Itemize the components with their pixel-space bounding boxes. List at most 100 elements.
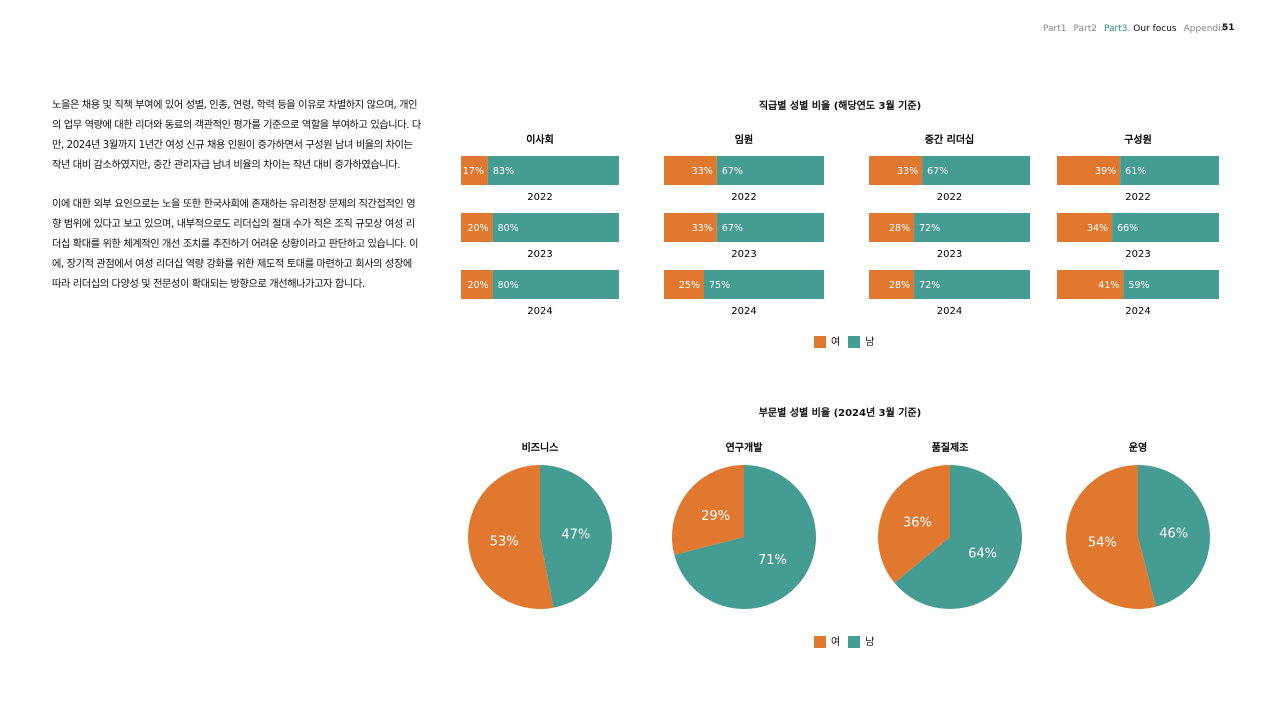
section-nav: Part1 Part2 Part3. Our focus Appendix xyxy=(1043,24,1226,34)
year-label: 2022 xyxy=(937,192,962,203)
nav-appendix[interactable]: Appendix xyxy=(1183,24,1226,34)
pie-slice-male xyxy=(540,465,612,608)
bar-male xyxy=(914,213,1030,242)
bar-label-female: 28% xyxy=(889,223,910,234)
bar-female xyxy=(664,156,717,185)
legend-swatch xyxy=(814,636,826,648)
pie-chart-title: 부문별 성별 비율 (2024년 3월 기준) xyxy=(758,408,922,419)
nav-part2[interactable]: Part2 xyxy=(1073,24,1098,34)
legend-swatch xyxy=(848,336,861,348)
bar-label-female: 39% xyxy=(1095,166,1116,177)
year-label: 2022 xyxy=(1125,192,1150,203)
pie-label-female: 54% xyxy=(1088,536,1117,551)
year-label: 2023 xyxy=(731,249,756,260)
bar-female xyxy=(461,156,488,185)
legend-swatch xyxy=(848,636,861,648)
bar-female xyxy=(869,270,915,299)
bar-label-male: 72% xyxy=(919,280,940,291)
pie-title: 운영 xyxy=(1129,441,1147,454)
bar-label-male: 59% xyxy=(1128,280,1149,291)
legend-label: 남 xyxy=(865,337,875,348)
bar-label-male: 75% xyxy=(709,280,730,291)
bar-female xyxy=(461,213,493,242)
legend-label: 남 xyxy=(865,637,875,648)
bar-label-female: 41% xyxy=(1098,280,1119,291)
pie-label-female: 36% xyxy=(903,516,932,531)
pie-slice-female xyxy=(672,465,744,555)
pie-slice-male xyxy=(894,465,1023,609)
bar-label-female: 20% xyxy=(467,280,488,291)
pie-slice-male xyxy=(1138,465,1210,607)
bar-female xyxy=(869,156,923,185)
bar-label-male: 61% xyxy=(1125,166,1146,177)
bar-label-female: 33% xyxy=(692,223,713,234)
bar-female xyxy=(869,213,915,242)
bar-male xyxy=(492,213,619,242)
bar-male xyxy=(716,213,824,242)
bar-male xyxy=(704,270,824,299)
bar-label-female: 20% xyxy=(467,223,488,234)
year-label: 2022 xyxy=(731,192,756,203)
bar-label-male: 67% xyxy=(722,223,743,234)
bar-male xyxy=(716,156,824,185)
legend-label: 여 xyxy=(831,637,841,648)
bar-male xyxy=(1112,213,1219,242)
bar-male xyxy=(914,270,1030,299)
pie-label-female: 29% xyxy=(701,509,730,524)
bar-label-female: 25% xyxy=(679,280,700,291)
bar-label-male: 66% xyxy=(1117,223,1138,234)
paragraph: 이에 대한 외부 요인으로는 노을 또한 한국사회에 존재하는 유리천장 문제의… xyxy=(52,199,419,290)
legend-swatch xyxy=(814,336,826,348)
legend-male: 남 xyxy=(848,633,874,648)
bar-female xyxy=(1057,270,1124,299)
pie-title: 비즈니스 xyxy=(522,441,559,454)
bar-female xyxy=(1057,213,1113,242)
bar-female xyxy=(664,213,717,242)
bar-label-male: 83% xyxy=(493,166,514,177)
year-label: 2023 xyxy=(527,249,552,260)
pie-slice-male xyxy=(674,465,816,609)
page-number: 51 xyxy=(1222,23,1235,33)
bar-male xyxy=(1120,156,1219,185)
legend-male: 남 xyxy=(848,333,874,348)
bar-legend: 여 남 xyxy=(814,333,874,348)
pie-slice-female xyxy=(878,465,950,583)
bar-male xyxy=(1123,270,1219,299)
bar-label-male: 80% xyxy=(498,223,519,234)
pie-title: 품질제조 xyxy=(932,441,969,454)
paragraph: 노을은 채용 및 직책 부여에 있어 성별, 인종, 연령, 학력 등을 이유로… xyxy=(52,100,421,171)
bar-label-male: 67% xyxy=(722,166,743,177)
bar-label-female: 33% xyxy=(897,166,918,177)
pie-label-male: 47% xyxy=(561,528,590,543)
year-label: 2024 xyxy=(527,306,552,317)
bar-label-male: 72% xyxy=(919,223,940,234)
pie-label-male: 64% xyxy=(968,546,997,561)
year-label: 2024 xyxy=(731,306,756,317)
bar-female xyxy=(664,270,704,299)
pie-slice-female xyxy=(467,465,554,610)
pie-label-male: 71% xyxy=(758,553,787,568)
nav-part1[interactable]: Part1 xyxy=(1043,24,1067,34)
pie-slice-female xyxy=(1065,465,1156,609)
legend-female: 여 xyxy=(814,333,840,348)
group-title: 구성원 xyxy=(1124,133,1152,146)
bar-label-male: 80% xyxy=(498,280,519,291)
nav-part3-prefix: Part3. xyxy=(1104,24,1131,34)
pie-label-male: 46% xyxy=(1159,526,1188,541)
bar-label-female: 34% xyxy=(1087,223,1108,234)
bar-label-female: 17% xyxy=(463,166,484,177)
group-title: 임원 xyxy=(735,133,753,146)
group-title: 중간 리더십 xyxy=(925,133,974,146)
nav-part3-label: Our focus xyxy=(1133,24,1177,34)
legend-female: 여 xyxy=(814,633,840,648)
pie-title: 연구개발 xyxy=(726,441,764,454)
nav-part3[interactable]: Part3. Our focus xyxy=(1104,24,1177,34)
bar-female xyxy=(461,270,493,299)
group-title: 이사회 xyxy=(526,133,554,146)
pie-legend: 여 남 xyxy=(814,633,874,648)
bar-male xyxy=(487,156,619,185)
bar-label-male: 67% xyxy=(927,166,948,177)
bar-label-female: 33% xyxy=(692,166,713,177)
body-text: 노을은 채용 및 직책 부여에 있어 성별, 인종, 연령, 학력 등을 이유로… xyxy=(52,96,422,314)
pie-label-female: 53% xyxy=(490,534,519,549)
